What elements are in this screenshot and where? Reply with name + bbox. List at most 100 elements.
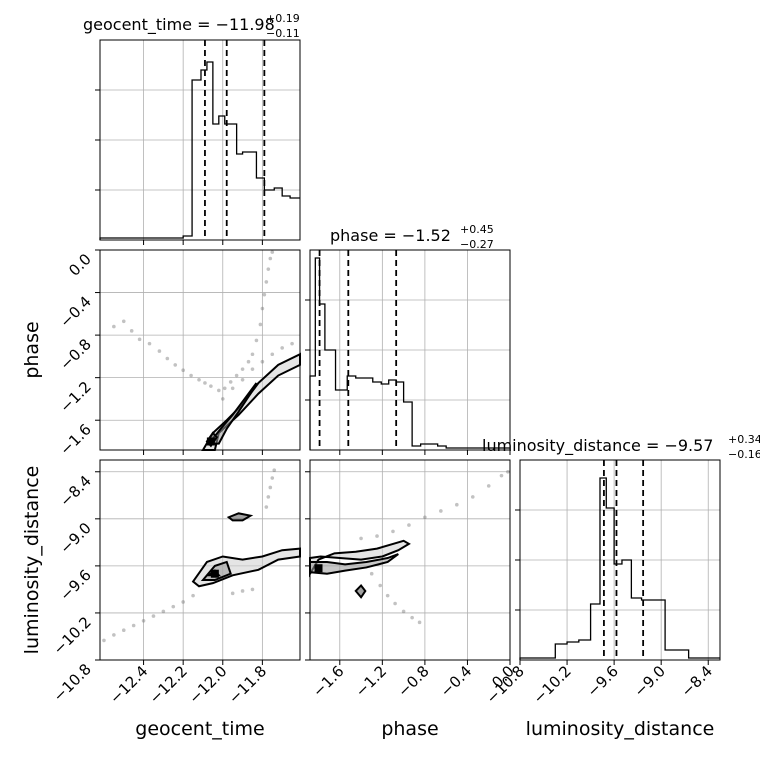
y-tick-label-luminosity_distance-1: −10.2 — [50, 613, 95, 658]
title-phase-sup: +0.45 — [460, 223, 494, 236]
panel-frame-1-0 — [99, 249, 301, 451]
scatter-point — [506, 469, 510, 474]
scatter-point — [499, 473, 504, 478]
scatter-point — [157, 349, 162, 353]
histogram-phase — [309, 257, 510, 450]
scatter-point — [165, 356, 170, 361]
scatter-point — [393, 601, 397, 606]
scatter-point — [258, 322, 263, 327]
scatter-point — [191, 593, 195, 598]
scatter-point — [391, 529, 395, 534]
title-geocent-time-sub: −0.11 — [266, 27, 300, 40]
contour-peak-luminosity_distance_vs_geocent_time — [210, 569, 219, 578]
panel-frame-2-0 — [99, 459, 301, 661]
xlabel-geocent-time: geocent_time — [135, 718, 264, 740]
y-tick-label-phase-0: −1.6 — [56, 420, 94, 458]
histogram-luminosity_distance — [519, 477, 720, 660]
scatter-point — [181, 600, 185, 604]
scatter-point — [266, 267, 271, 271]
x-tick-label-geocent_time-2: −12.0 — [185, 662, 230, 707]
scatter-point — [161, 609, 166, 614]
scatter-point — [378, 583, 383, 588]
y-tick-label-phase-4: 0.0 — [65, 250, 95, 280]
scatter-point — [272, 468, 277, 472]
scatter-point — [262, 292, 267, 297]
scatter-point — [260, 306, 265, 311]
scatter-point — [270, 352, 275, 357]
ylabel-phase: phase — [21, 321, 43, 378]
contour-luminosity_distance_vs_phase-2 — [354, 583, 367, 599]
scatter-point — [470, 495, 475, 499]
scatter-point — [209, 384, 213, 388]
y-tick-label-phase-3: −0.4 — [56, 293, 94, 331]
contour-peak-phase_vs_geocent_time — [206, 437, 215, 446]
x-tick-label-luminosity_distance-3: −9.0 — [631, 662, 669, 700]
y-tick-label-luminosity_distance-4: −8.4 — [56, 472, 94, 510]
scatter-point — [375, 534, 379, 538]
x-tick-label-phase-3: −0.4 — [437, 662, 475, 700]
scatter-point — [112, 633, 116, 637]
scatter-point — [197, 377, 201, 382]
scatter-point — [268, 485, 273, 490]
x-tick-label-luminosity_distance-4: −8.4 — [678, 662, 716, 700]
contour-luminosity_distance_vs_phase-0 — [309, 539, 411, 578]
title-luminosity-distance: luminosity_distance = −9.57 — [482, 436, 713, 456]
scatter-point — [121, 628, 126, 632]
x-tick-label-phase-2: −0.8 — [394, 662, 432, 700]
scatter-point — [137, 337, 142, 342]
ylabel-luminosity-distance: luminosity_distance — [21, 466, 43, 655]
scatter-point — [230, 386, 235, 391]
scatter-point — [439, 509, 443, 513]
scatter-point — [423, 515, 427, 520]
scatter-point — [151, 614, 156, 618]
scatter-point — [270, 476, 275, 480]
title-geocent-time: geocent_time = −11.98 — [83, 15, 275, 35]
scatter-point — [102, 638, 106, 643]
scatter-point — [112, 324, 116, 329]
scatter-point — [228, 380, 233, 384]
scatter-point — [250, 352, 255, 357]
y-tick-label-phase-2: −0.8 — [56, 335, 94, 373]
x-tick-label-phase-0: −1.6 — [309, 662, 347, 700]
scatter-point — [270, 250, 275, 254]
scatter-point — [171, 604, 176, 609]
scatter-point — [203, 381, 207, 385]
histogram-geocent_time — [99, 61, 300, 240]
xlabel-phase: phase — [381, 718, 438, 740]
scatter-point — [264, 280, 269, 284]
scatter-point — [246, 359, 251, 364]
scatter-point — [455, 502, 459, 507]
scatter-point — [268, 256, 273, 261]
scatter-point — [181, 368, 185, 373]
scatter-point — [359, 536, 363, 541]
contour-peak-luminosity_distance_vs_phase — [314, 564, 323, 573]
y-tick-label-luminosity_distance-2: −9.6 — [56, 566, 94, 604]
scatter-point — [129, 329, 134, 333]
y-tick-label-luminosity_distance-0: −10.8 — [50, 660, 95, 705]
scatter-point — [234, 373, 239, 378]
x-tick-label-luminosity_distance-2: −9.6 — [583, 662, 621, 700]
scatter-point — [401, 609, 406, 614]
scatter-point — [240, 589, 245, 593]
scatter-point — [486, 484, 491, 488]
x-tick-label-phase-1: −1.2 — [352, 662, 390, 700]
scatter-point — [266, 495, 271, 499]
scatter-point — [230, 591, 235, 596]
scatter-point — [250, 587, 255, 592]
scatter-point — [121, 319, 126, 324]
x-tick-label-geocent_time-3: −11.8 — [225, 662, 270, 707]
scatter-point — [264, 505, 269, 509]
scatter-point — [260, 359, 265, 364]
scatter-point — [220, 397, 225, 401]
x-tick-label-geocent_time-1: −12.2 — [146, 662, 191, 707]
y-tick-label-luminosity_distance-3: −9.0 — [56, 519, 94, 557]
scatter-point — [407, 523, 411, 527]
title-luminosity-distance-sup: +0.34 — [728, 433, 760, 446]
scatter-point — [240, 377, 245, 382]
scatter-point — [369, 571, 374, 576]
scatter-point — [385, 593, 390, 598]
title-luminosity-distance-sub: −0.16 — [728, 448, 760, 461]
scatter-point — [240, 367, 245, 371]
